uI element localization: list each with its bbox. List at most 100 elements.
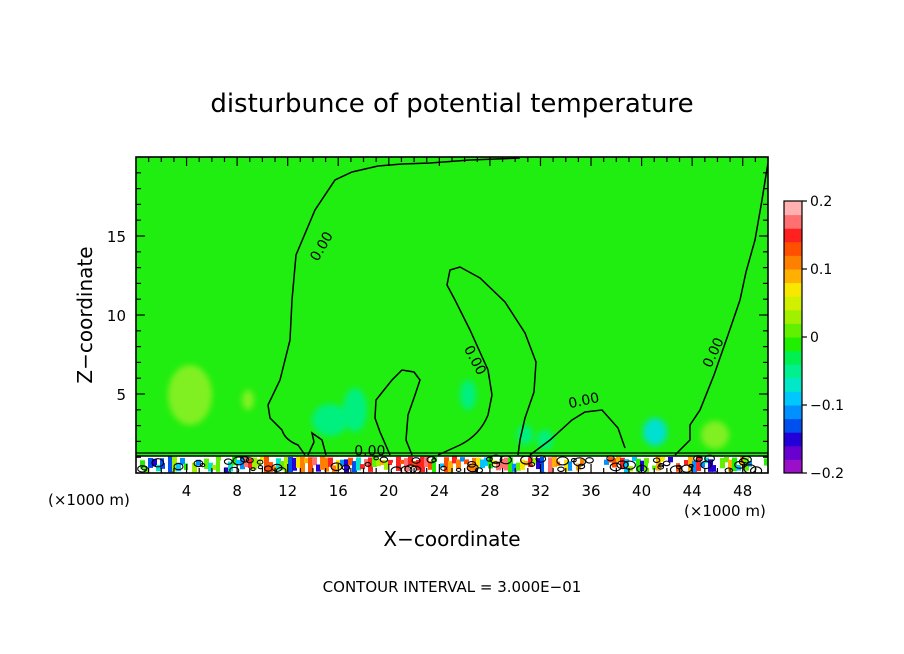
boundary-cell xyxy=(616,456,621,462)
boundary-cell xyxy=(388,459,393,465)
weak-negative-region xyxy=(517,425,533,445)
colorbar-segment xyxy=(784,309,802,324)
boundary-cell xyxy=(140,460,145,469)
boundary-cell xyxy=(408,456,413,466)
boundary-cell xyxy=(592,457,597,468)
colorbar-segment xyxy=(784,323,802,338)
boundary-contour xyxy=(485,456,493,462)
boundary-cell xyxy=(352,461,357,473)
contour-line-zero xyxy=(374,369,421,456)
boundary-contour xyxy=(223,458,233,465)
boundary-contour xyxy=(585,457,594,464)
boundary-contour xyxy=(245,457,254,464)
boundary-cell xyxy=(664,459,669,469)
boundary-cell xyxy=(660,456,665,462)
boundary-cell xyxy=(396,456,401,471)
boundary-contour xyxy=(662,460,671,467)
boundary-cell xyxy=(268,462,273,472)
boundary-contour xyxy=(330,462,343,472)
boundary-cell xyxy=(348,457,353,466)
x-tick-label: 32 xyxy=(531,482,550,500)
boundary-cell xyxy=(344,459,349,473)
boundary-cell xyxy=(516,462,521,471)
boundary-cell xyxy=(696,456,701,472)
x-tick-label: 24 xyxy=(430,482,449,500)
weak-negative-region xyxy=(343,388,367,432)
boundary-cell xyxy=(224,467,229,473)
boundary-cell xyxy=(440,463,445,468)
boundary-cell xyxy=(376,458,381,467)
boundary-cell xyxy=(384,460,389,470)
contour-line-zero xyxy=(437,266,537,456)
boundary-contour xyxy=(271,463,283,472)
boundary-contour xyxy=(688,463,694,468)
weak-negative-region xyxy=(460,380,476,410)
boundary-cell xyxy=(220,460,225,472)
boundary-contour xyxy=(652,457,661,464)
boundary-cell xyxy=(280,460,285,471)
boundary-cell xyxy=(476,457,481,467)
boundary-cell xyxy=(212,464,217,470)
boundary-cell xyxy=(296,456,301,469)
boundary-cell xyxy=(288,456,293,473)
boundary-cell xyxy=(248,458,253,469)
x-tick-label: 4 xyxy=(182,482,192,500)
boundary-cell xyxy=(536,458,541,470)
y-tick-label: 15 xyxy=(107,228,126,246)
boundary-cell xyxy=(308,457,313,473)
boundary-contour xyxy=(411,457,421,464)
boundary-cell xyxy=(500,459,505,469)
boundary-cell xyxy=(400,459,405,464)
boundary-contour xyxy=(738,458,749,466)
boundary-contour xyxy=(489,454,503,464)
boundary-contour xyxy=(199,463,206,468)
colorbar-segment xyxy=(784,201,802,216)
x-axis-label: X−coordinate xyxy=(383,527,520,551)
boundary-contour xyxy=(455,467,462,472)
boundary-cell xyxy=(484,457,489,466)
boundary-cell xyxy=(444,457,449,472)
boundary-contour xyxy=(616,460,629,470)
colorbar-tick-label: −0.2 xyxy=(810,466,844,482)
boundary-cell xyxy=(172,456,177,472)
boundary-cell xyxy=(452,456,457,464)
boundary-cell xyxy=(724,457,729,463)
boundary-cell xyxy=(360,464,365,470)
colorbar-segment xyxy=(784,214,802,229)
colorbar-tick-label: −0.1 xyxy=(810,398,844,414)
boundary-cell xyxy=(136,460,141,466)
boundary-cell xyxy=(704,457,709,463)
contour-line-zero xyxy=(267,157,521,456)
boundary-cell xyxy=(620,457,625,469)
boundary-contour xyxy=(364,461,372,467)
colorbar-segment xyxy=(784,432,802,447)
boundary-cell xyxy=(636,458,641,472)
boundary-contour xyxy=(749,466,763,473)
contour-lines xyxy=(136,157,768,457)
colorbar: 0.2 0.1 0 −0.1 −0.2 xyxy=(783,194,844,482)
boundary-cell xyxy=(700,462,705,468)
boundary-contour xyxy=(466,463,479,473)
colorbar-segment xyxy=(784,418,802,433)
colorbar-segment xyxy=(784,282,802,297)
boundary-cell xyxy=(680,458,685,466)
x-tick-label: 20 xyxy=(379,482,398,500)
boundary-cell xyxy=(232,456,237,466)
boundary-cell xyxy=(464,459,469,465)
boundary-cell xyxy=(532,458,537,465)
plot-area: 0.000.000.000.000.00 xyxy=(136,157,768,473)
boundary-cell xyxy=(324,457,329,472)
boundary-contour xyxy=(379,456,389,463)
colorbar-segment xyxy=(784,337,802,352)
field-background xyxy=(136,157,768,473)
boundary-contour xyxy=(704,454,715,463)
boundary-contour xyxy=(256,459,264,465)
contour-interval-note: CONTOUR INTERVAL = 3.000E−01 xyxy=(323,578,582,596)
boundary-cell xyxy=(252,457,257,470)
boundary-cell xyxy=(568,461,573,471)
colorbar-segment xyxy=(784,377,802,392)
boundary-contour xyxy=(141,465,148,471)
boundary-cell xyxy=(716,456,721,471)
boundary-cell xyxy=(632,456,637,462)
